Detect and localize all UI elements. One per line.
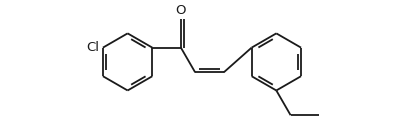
Text: O: O xyxy=(176,4,186,17)
Text: Cl: Cl xyxy=(86,41,100,54)
